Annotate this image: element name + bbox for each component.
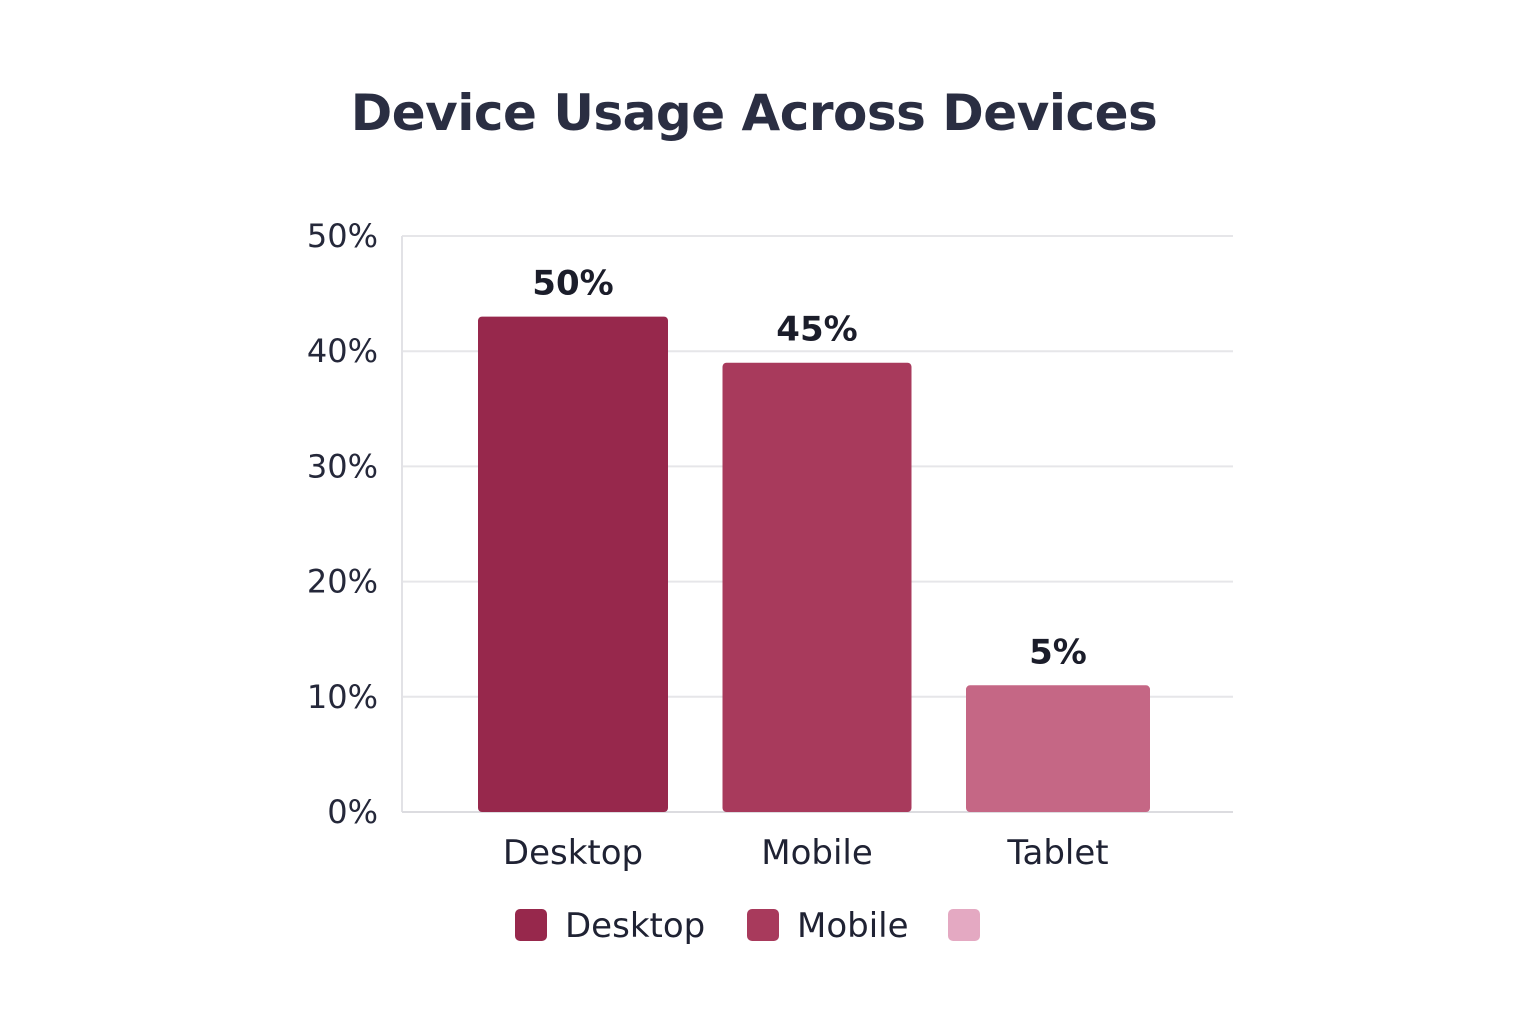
labels: 50% Desktop 45% Mobile 5% Tablet xyxy=(503,264,1109,873)
data-label: 50% xyxy=(532,264,613,304)
legend: Desktop Mobile xyxy=(515,906,980,946)
bar-desktop xyxy=(478,316,668,812)
data-label: 45% xyxy=(776,310,857,350)
legend-label: Desktop xyxy=(565,906,705,946)
legend-swatch xyxy=(747,909,779,941)
legend-swatch xyxy=(948,909,980,941)
y-tick-label: 40% xyxy=(307,332,378,370)
x-tick-label: Tablet xyxy=(1006,833,1108,873)
y-tick-label: 30% xyxy=(307,447,378,485)
chart-title: Device Usage Across Devices xyxy=(350,84,1158,142)
y-tick-label: 50% xyxy=(307,217,378,255)
y-tick-label: 10% xyxy=(307,678,378,716)
bars xyxy=(478,316,1150,812)
y-tick-label: 0% xyxy=(327,793,378,831)
legend-label: Mobile xyxy=(797,906,909,946)
x-tick-label: Desktop xyxy=(503,833,643,873)
y-tick-label: 20% xyxy=(307,563,378,601)
x-tick-label: Mobile xyxy=(761,833,873,873)
data-label: 5% xyxy=(1029,632,1087,672)
axes: 0% 10% 20% 30% 40% 50% xyxy=(307,217,1233,831)
bar-mobile xyxy=(722,362,912,812)
bar-tablet xyxy=(966,685,1150,812)
legend-swatch xyxy=(515,909,547,941)
